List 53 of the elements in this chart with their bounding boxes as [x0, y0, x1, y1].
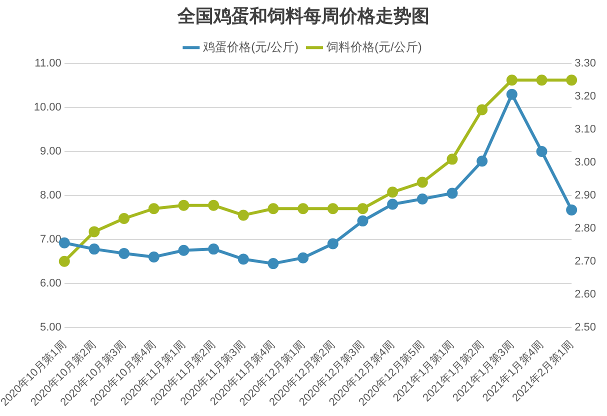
- point: [208, 244, 220, 255]
- point: [298, 252, 309, 264]
- point: [268, 258, 279, 270]
- y2-tick-label: 2.50: [574, 321, 596, 334]
- point: [476, 156, 488, 167]
- point: [446, 188, 458, 199]
- point: [88, 226, 100, 238]
- point: [178, 244, 190, 256]
- point: [416, 176, 428, 188]
- point: [536, 74, 548, 86]
- y-tick-label: 10.00: [34, 102, 62, 114]
- point: [238, 210, 249, 221]
- point: [566, 204, 578, 216]
- point: [476, 104, 488, 116]
- point: [416, 193, 428, 204]
- point: [298, 203, 309, 214]
- point: [268, 203, 279, 214]
- point: [566, 74, 578, 86]
- point: [357, 203, 368, 214]
- y2-tick-label: 2.60: [574, 288, 596, 300]
- point: [327, 238, 338, 250]
- point: [148, 203, 160, 214]
- point: [208, 200, 220, 211]
- point: [118, 248, 130, 259]
- point: [387, 186, 398, 198]
- point: [238, 254, 249, 265]
- legend-label: 鸡蛋价格(元/公斤): [202, 40, 299, 54]
- point: [58, 256, 70, 267]
- point: [178, 200, 190, 211]
- y2-tick-label: 3.10: [574, 124, 596, 136]
- point: [387, 198, 398, 210]
- y-tick-label: 6.00: [40, 277, 62, 290]
- y-tick-label: 8.00: [40, 189, 62, 202]
- point: [536, 146, 548, 157]
- chart-title: 全国鸡蛋和饲料每周价格走势图: [176, 6, 430, 26]
- y2-tick-label: 3.00: [574, 156, 596, 169]
- y2-tick-label: 3.20: [574, 90, 596, 103]
- y-tick-label: 9.00: [40, 146, 62, 158]
- point: [118, 213, 130, 224]
- y2-tick-label: 2.80: [574, 222, 596, 234]
- point: [506, 88, 518, 100]
- y2-tick-label: 3.30: [574, 58, 596, 70]
- point: [327, 203, 338, 214]
- point: [446, 154, 458, 165]
- point: [357, 215, 368, 226]
- y2-tick-label: 2.90: [574, 189, 596, 202]
- point: [148, 251, 160, 262]
- y2-tick-label: 2.70: [574, 255, 596, 268]
- point: [506, 74, 518, 86]
- y-tick-label: 11.00: [34, 58, 62, 70]
- y-tick-label: 5.00: [40, 321, 62, 334]
- point: [88, 244, 100, 255]
- legend-label: 饲料价格(元/公斤): [326, 40, 422, 54]
